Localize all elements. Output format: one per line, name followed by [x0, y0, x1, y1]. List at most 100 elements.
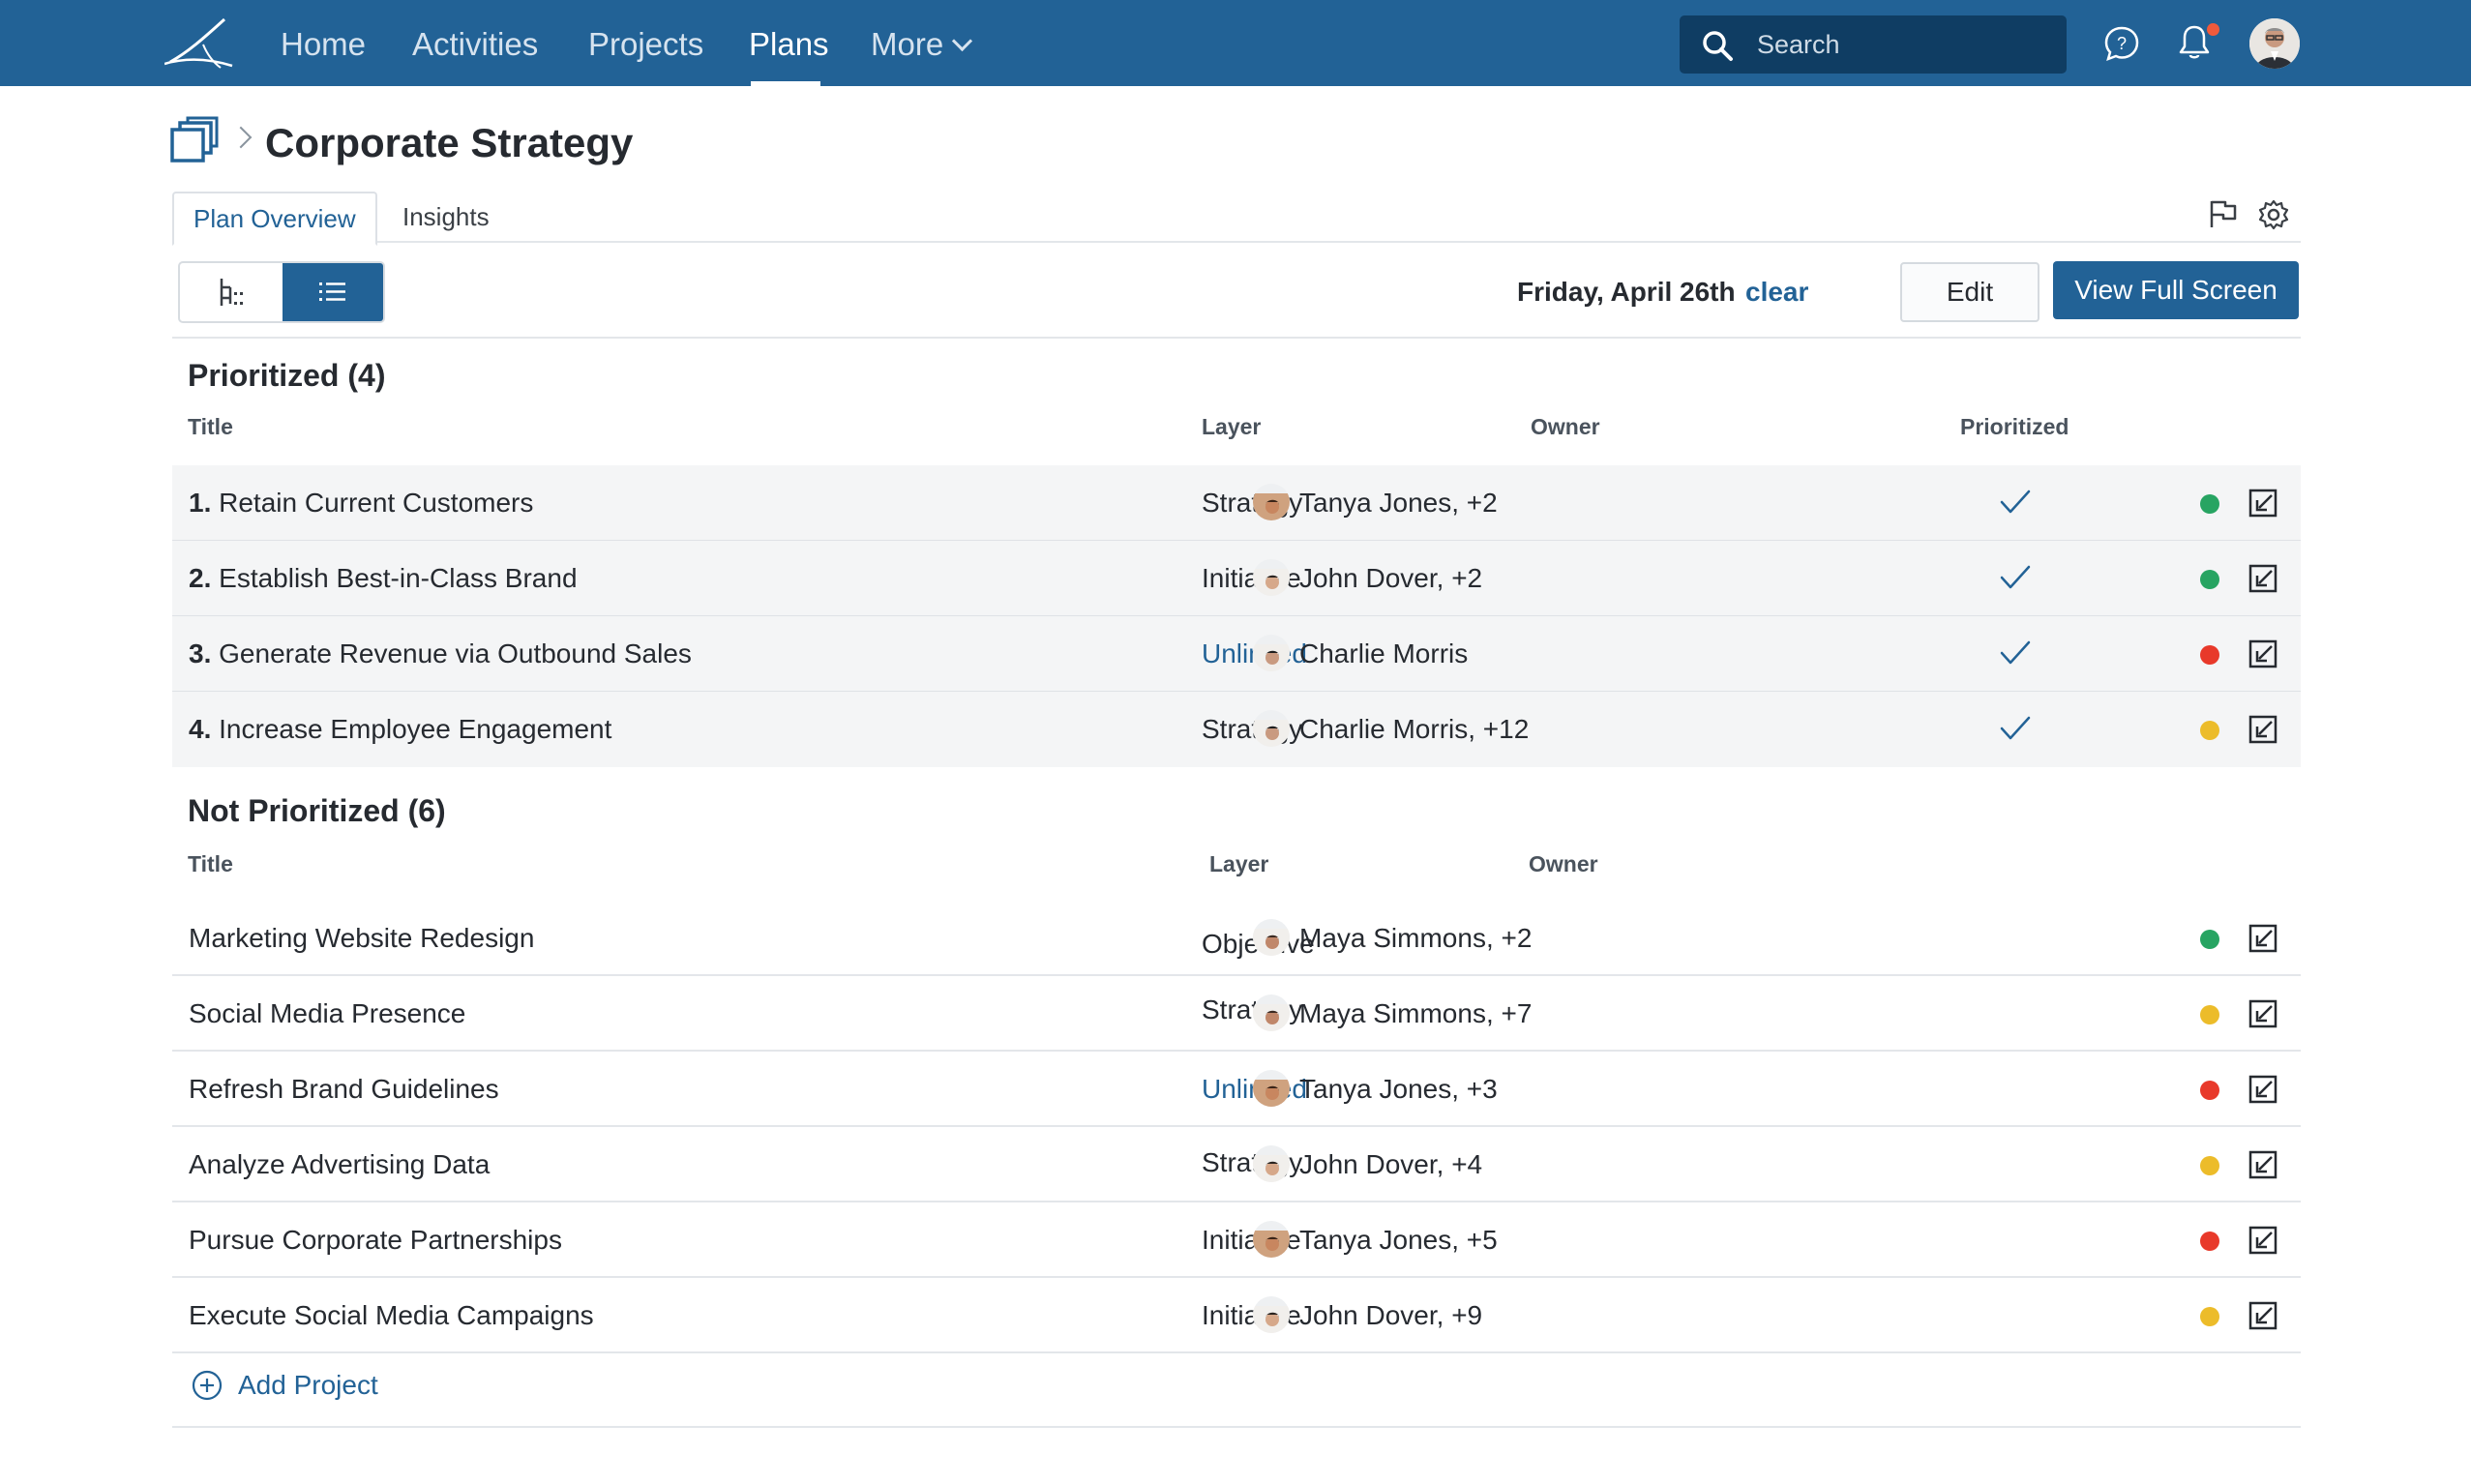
search-icon — [1703, 31, 1733, 61]
row-divider — [172, 1125, 2301, 1127]
open-details-icon[interactable] — [2248, 999, 2277, 1028]
owner-name: Charlie Morris, +12 — [1299, 714, 1530, 744]
open-details-icon[interactable] — [2248, 715, 2277, 744]
gear-icon[interactable] — [2258, 199, 2289, 230]
row-title-text: Retain Current Customers — [219, 488, 534, 518]
row-divider — [172, 1050, 2301, 1052]
owner-avatar — [1253, 1296, 1290, 1333]
nav-projects[interactable]: Projects — [588, 26, 704, 62]
status-dot — [2200, 1005, 2219, 1024]
top-nav-bar: Home Activities Projects Plans More Sear… — [0, 0, 2471, 86]
row-title-text: Increase Employee Engagement — [219, 714, 612, 744]
flag-icon[interactable] — [2208, 199, 2239, 228]
row-rank: 4. — [189, 714, 212, 744]
notification-badge — [2207, 23, 2219, 36]
table-row[interactable]: Analyze Advertising DataStrategyJohn Dov… — [172, 1127, 2301, 1202]
nav-activities[interactable]: Activities — [412, 26, 539, 62]
nav-active-indicator — [751, 81, 820, 86]
row-title-text: Generate Revenue via Outbound Sales — [219, 638, 692, 668]
table-row[interactable]: Marketing Website RedesignObjectiveMaya … — [172, 901, 2301, 976]
notifications-bell-icon[interactable] — [2177, 23, 2212, 62]
add-project-label: Add Project — [238, 1370, 378, 1400]
col-title-header: Title — [188, 414, 233, 439]
nav-plans[interactable]: Plans — [749, 26, 829, 62]
status-dot — [2200, 1307, 2219, 1326]
prioritized-check-icon[interactable] — [1999, 488, 2032, 517]
open-details-icon[interactable] — [2248, 639, 2277, 668]
view-full-screen-button[interactable]: View Full Screen — [2053, 261, 2299, 319]
row-rank: 1. — [189, 488, 212, 518]
row-title[interactable]: Pursue Corporate Partnerships — [189, 1202, 562, 1278]
app-logo[interactable] — [164, 15, 234, 70]
open-details-icon[interactable] — [2248, 1075, 2277, 1104]
list-view-button[interactable] — [283, 263, 383, 321]
tabs-divider — [172, 241, 2301, 243]
tab-insights[interactable]: Insights — [402, 202, 490, 231]
owner-name: Tanya Jones, +2 — [1299, 488, 1498, 518]
view-toggle — [178, 261, 385, 323]
open-details-icon[interactable] — [2248, 1226, 2277, 1255]
nav-more-label: More — [871, 26, 944, 62]
nav-more[interactable]: More — [871, 23, 973, 66]
owner-name: Charlie Morris — [1299, 638, 1469, 668]
tab-plan-overview[interactable]: Plan Overview — [172, 192, 377, 246]
status-dot — [2200, 930, 2219, 949]
row-title-text: Analyze Advertising Data — [189, 1149, 491, 1179]
prioritized-heading: Prioritized (4) — [188, 358, 386, 393]
open-details-icon[interactable] — [2248, 564, 2277, 593]
status-dot — [2200, 1081, 2219, 1100]
row-title[interactable]: Refresh Brand Guidelines — [189, 1052, 499, 1127]
col-layer-header: Layer — [1202, 414, 1262, 439]
toolbar-divider — [172, 337, 2301, 339]
prioritized-check-icon[interactable] — [1999, 638, 2032, 668]
open-details-icon[interactable] — [2248, 1150, 2277, 1179]
table-row[interactable]: 2. Establish Best-in-Class Brand Initiati… — [172, 541, 2301, 616]
open-details-icon[interactable] — [2248, 489, 2277, 518]
bottom-divider — [172, 1426, 2301, 1428]
open-details-icon[interactable] — [2248, 1301, 2277, 1330]
owner-avatar — [1253, 1145, 1290, 1182]
search-input[interactable]: Search — [1680, 15, 2067, 74]
row-title-text: Pursue Corporate Partnerships — [189, 1225, 562, 1255]
open-details-icon[interactable] — [2248, 924, 2277, 953]
help-chat-icon[interactable]: ? — [2103, 25, 2140, 62]
row-divider — [172, 974, 2301, 976]
row-title[interactable]: 2. Establish Best-in-Class Brand — [189, 541, 578, 616]
edit-button[interactable]: Edit — [1900, 262, 2039, 322]
prioritized-check-icon[interactable] — [1999, 563, 2032, 592]
row-title[interactable]: 4. Increase Employee Engagement — [189, 692, 611, 767]
row-title-text: Execute Social Media Campaigns — [189, 1300, 594, 1330]
svg-text:?: ? — [2117, 34, 2127, 53]
tree-view-button[interactable] — [180, 263, 283, 321]
row-rank: 2. — [189, 563, 212, 593]
table-row[interactable]: Execute Social Media Campaigns Initiative… — [172, 1278, 2301, 1353]
table-row[interactable]: Social Media Presence Strategy Maya Simmon… — [172, 976, 2301, 1052]
prioritized-check-icon[interactable] — [1999, 714, 2032, 743]
owner-avatar — [1253, 919, 1290, 956]
table-row[interactable]: 3. Generate Revenue via Outbound SalesUn… — [172, 616, 2301, 692]
row-title[interactable]: Execute Social Media Campaigns — [189, 1278, 594, 1353]
table-row[interactable]: 1. Retain Current CustomersStrategyTanya… — [172, 465, 2301, 541]
row-title[interactable]: Analyze Advertising Data — [189, 1127, 490, 1202]
row-title[interactable]: 3. Generate Revenue via Outbound Sales — [189, 616, 692, 692]
list-view-icon — [319, 282, 345, 301]
plus-circle-icon — [192, 1370, 223, 1401]
row-title[interactable]: Social Media Presence — [189, 976, 465, 1052]
row-title[interactable]: Marketing Website Redesign — [189, 901, 534, 976]
status-dot — [2200, 721, 2219, 740]
table-row[interactable]: 4. Increase Employee EngagementStrategyC… — [172, 692, 2301, 767]
owner-avatar — [1253, 1070, 1290, 1107]
owner-name: Tanya Jones, +3 — [1299, 1074, 1498, 1104]
nav-home[interactable]: Home — [281, 26, 367, 62]
row-divider — [172, 1276, 2301, 1278]
search-placeholder: Search — [1757, 30, 1840, 59]
row-title[interactable]: 1. Retain Current Customers — [189, 465, 533, 541]
clear-date-link[interactable]: clear — [1745, 277, 1809, 307]
table-row[interactable]: Pursue Corporate Partnerships Initiative T… — [172, 1202, 2301, 1278]
table-row[interactable]: Refresh Brand GuidelinesUnlinkedTanya Jo… — [172, 1052, 2301, 1127]
status-dot — [2200, 645, 2219, 665]
owner-avatar — [1253, 635, 1290, 671]
owner-name: Tanya Jones, +5 — [1299, 1225, 1498, 1255]
owner-name: John Dover, +2 — [1299, 563, 1483, 593]
user-avatar[interactable] — [2249, 18, 2300, 69]
